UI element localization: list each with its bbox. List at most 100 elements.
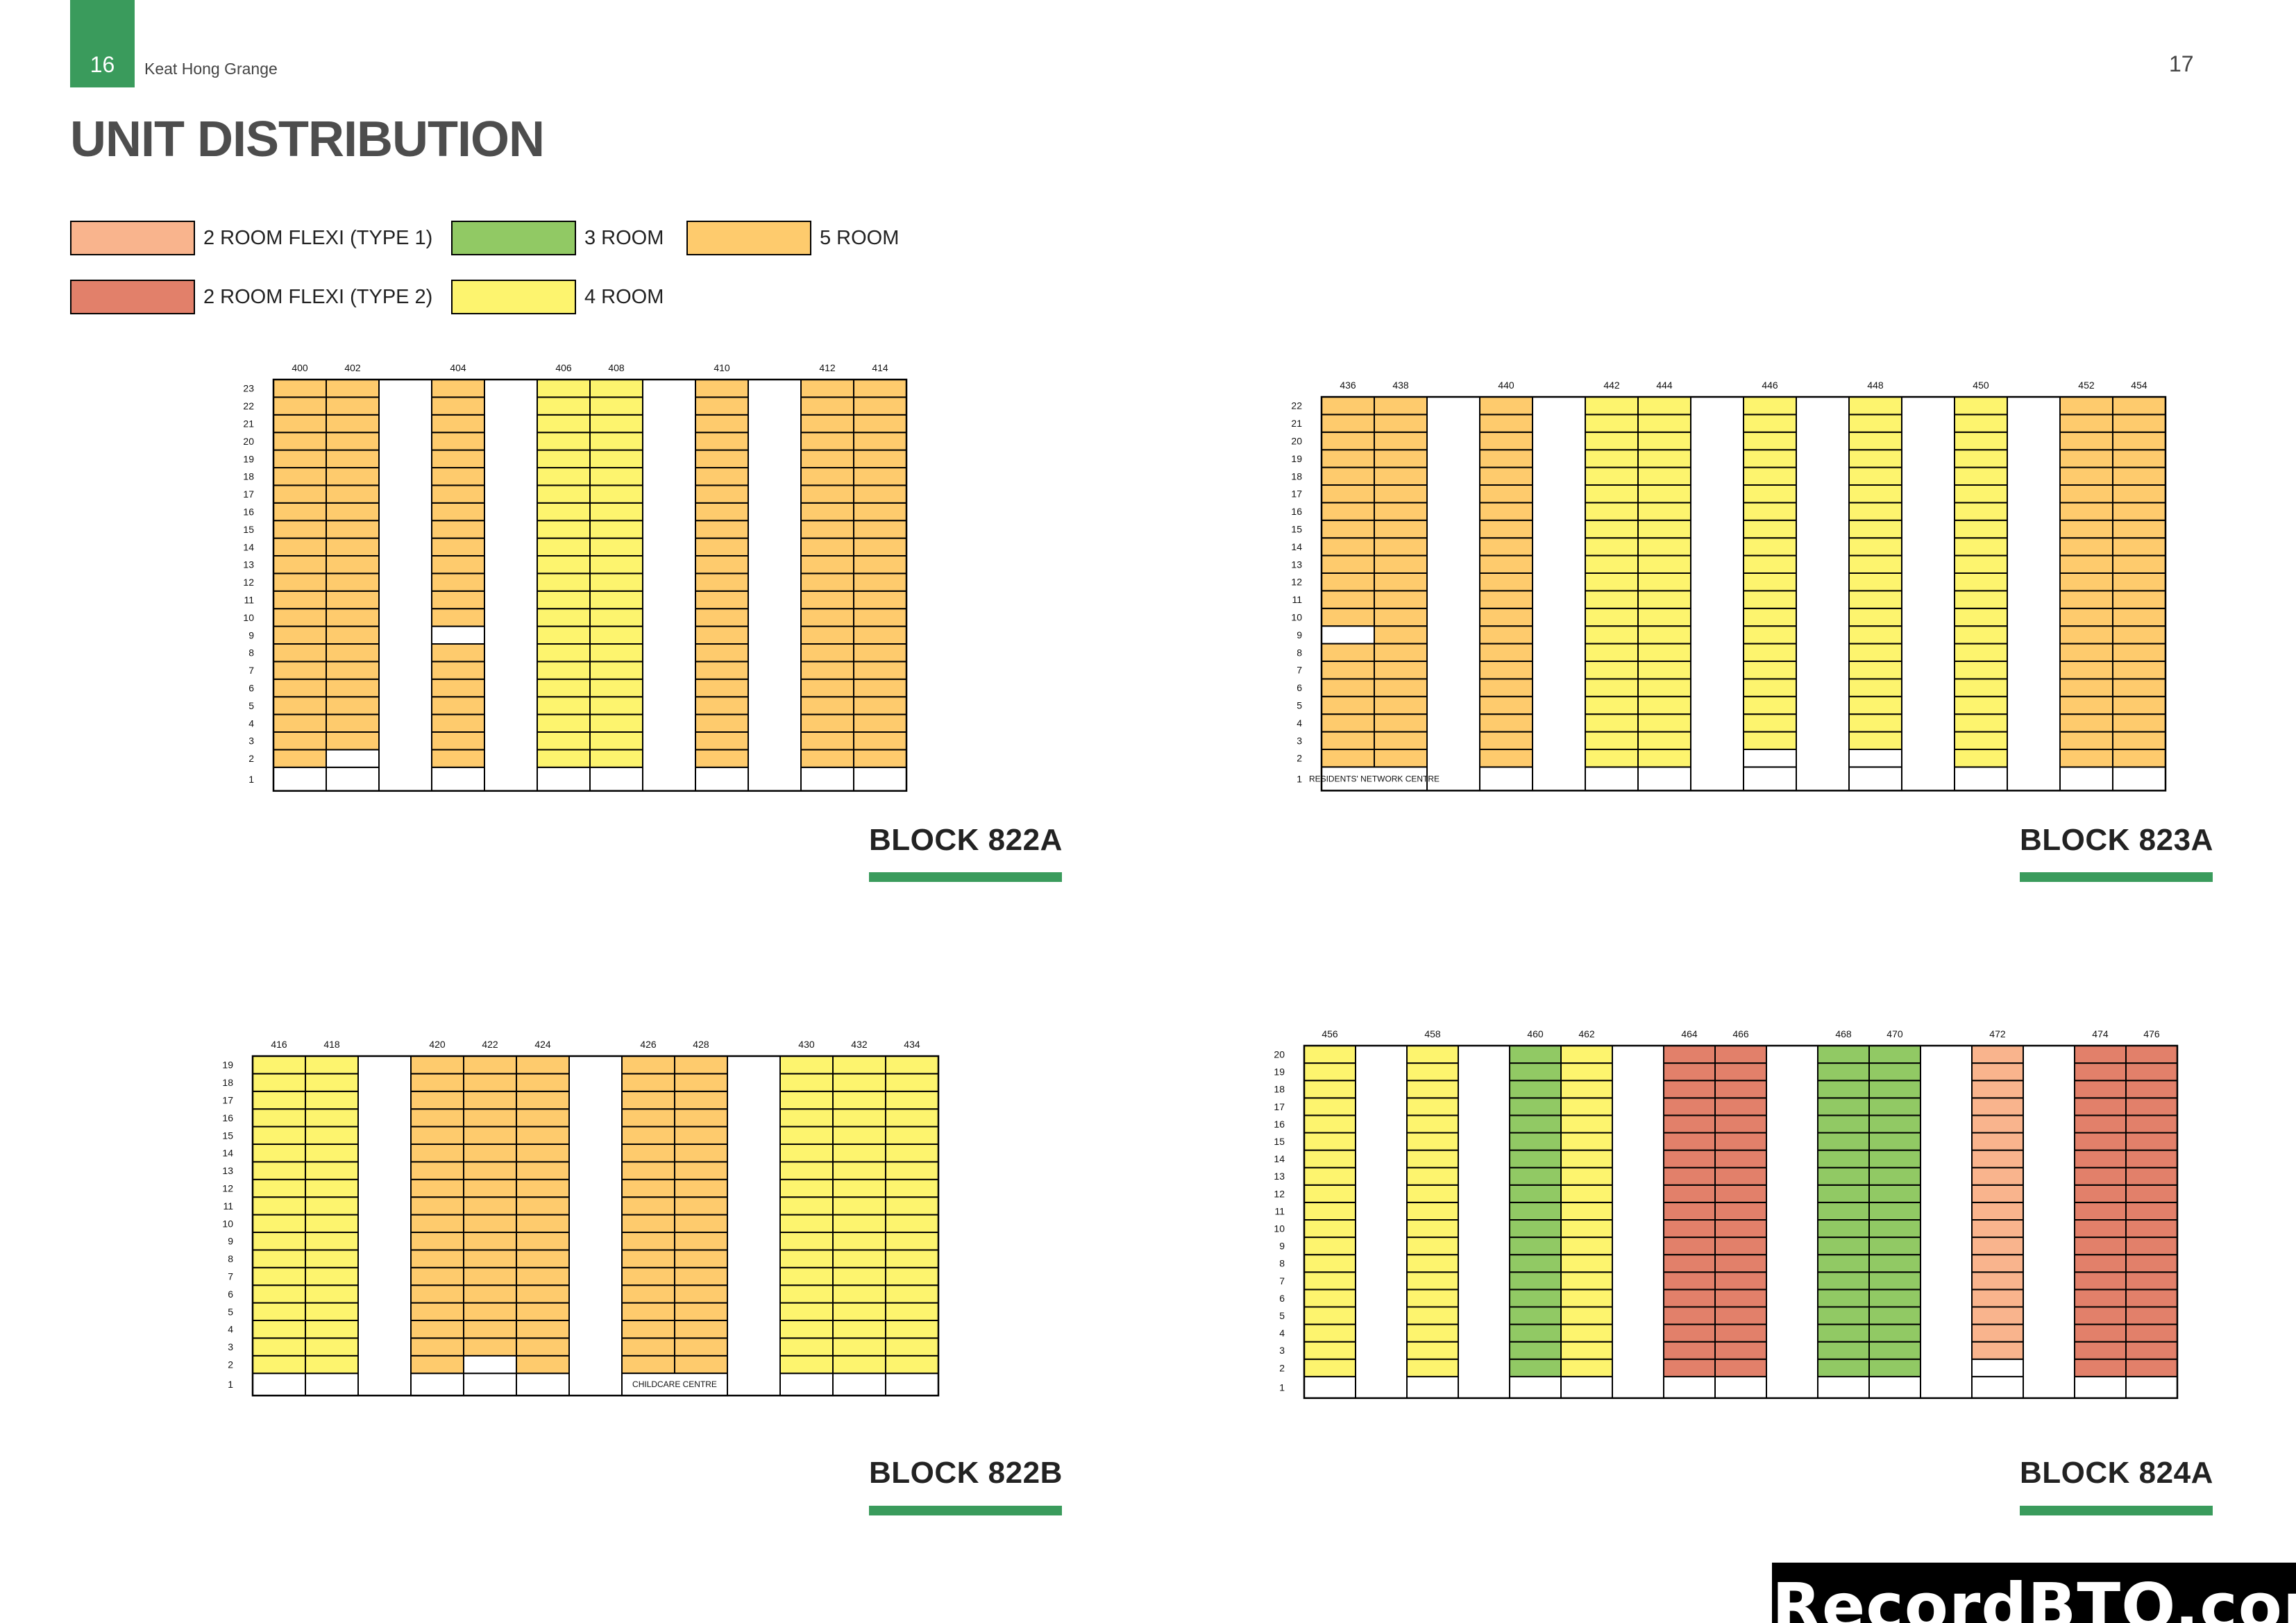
unit-cell (1637, 607, 1692, 627)
unit-cell (516, 1214, 571, 1233)
unit-cell (2111, 396, 2166, 416)
unit-cell (2073, 1289, 2127, 1308)
floor-number: 22 (243, 400, 254, 411)
unit-cell (1970, 1306, 2024, 1325)
unit-cell (832, 1337, 886, 1357)
unit-cell (1868, 1044, 1921, 1064)
unit-cell (1479, 643, 1534, 662)
unit-cell (326, 661, 380, 680)
grid-frame (272, 378, 908, 792)
unit-cell (884, 1073, 939, 1092)
unit-cell (537, 572, 591, 592)
unit-cell (779, 1284, 834, 1304)
unit-cell (884, 1143, 939, 1163)
unit-cell (2125, 1097, 2178, 1116)
unit-cell (1970, 1080, 2024, 1099)
unit-cell (852, 713, 907, 733)
unit-cell (1848, 396, 1902, 416)
unit-cell (1742, 607, 1797, 627)
unit-cell (1479, 713, 1534, 733)
unit-cell (1970, 1149, 2024, 1169)
unit-cell (1868, 1097, 1921, 1116)
unit-cell (305, 1231, 360, 1251)
unit-cell (2073, 1062, 2127, 1082)
unit-cell (1303, 1166, 1357, 1186)
unit-cell (1374, 695, 1428, 715)
unit-cell (1970, 1289, 2024, 1308)
floor-number: 9 (1279, 1241, 1285, 1252)
unit-cell (1479, 554, 1534, 574)
unit-cell-empty (1585, 766, 1639, 792)
unit-cell (1848, 519, 1902, 539)
floor-number: 15 (1274, 1136, 1285, 1147)
unit-cell (2125, 1184, 2178, 1203)
unit-cell (1406, 1184, 1460, 1203)
floor-number: 17 (1274, 1101, 1285, 1112)
unit-cell (1663, 1289, 1716, 1308)
unit-cell (1742, 466, 1797, 486)
document-title: Keat Hong Grange (144, 60, 278, 78)
unit-cell (463, 1249, 518, 1268)
unit-cell (1479, 519, 1534, 539)
unit-cell (1848, 731, 1902, 750)
floor-number: 18 (243, 471, 254, 482)
unit-cell (1560, 1044, 1614, 1064)
unit-cell (273, 554, 328, 575)
unit-cell (779, 1249, 834, 1268)
unit-cell (621, 1125, 675, 1145)
unit-cell (1953, 643, 2008, 662)
unit-cell (852, 396, 907, 416)
unit-cell (410, 1196, 465, 1216)
unit-cell (1303, 1341, 1357, 1360)
unit-cell (1970, 1044, 2024, 1064)
unit-cell (1868, 1358, 1921, 1377)
unit-cell (2059, 537, 2113, 556)
floor-number: 16 (222, 1112, 233, 1123)
unit-cell (1714, 1080, 1767, 1099)
floor-number: 6 (1297, 682, 1302, 693)
unit-cell (1406, 1062, 1460, 1082)
unit-cell (410, 1249, 465, 1268)
unit-cell (2059, 678, 2113, 697)
unit-cell (2125, 1218, 2178, 1239)
unit-number-header: 440 (1498, 380, 1514, 391)
unit-cell (305, 1178, 360, 1198)
unit-cell (2125, 1358, 2178, 1377)
unit-cell (273, 396, 328, 416)
unit-cell (852, 643, 907, 663)
unit-cell (1509, 1218, 1562, 1239)
legend-item-2room-flexi-type1: 2 ROOM FLEXI (TYPE 1) (70, 220, 432, 256)
unit-cell (305, 1055, 360, 1075)
unit-number-header: 422 (482, 1039, 498, 1050)
floor-number: 14 (1274, 1153, 1285, 1164)
unit-cell (463, 1284, 518, 1304)
unit-cell (1714, 1062, 1767, 1082)
unit-cell (410, 1302, 465, 1321)
unit-cell (589, 449, 643, 468)
floor-number: 13 (222, 1165, 233, 1176)
unit-cell (1303, 1080, 1357, 1099)
floor-number: 12 (1291, 577, 1302, 588)
unit-number-header: 404 (450, 362, 466, 373)
unit-cell (537, 502, 591, 522)
floor-number: 3 (248, 736, 254, 747)
unit-number-header: 434 (904, 1039, 920, 1050)
unit-cell (463, 1125, 518, 1145)
unit-cell (1303, 1218, 1357, 1239)
unit-cell (537, 608, 591, 627)
unit-cell (273, 449, 328, 468)
floor-number: 7 (228, 1271, 233, 1282)
unit-cell (410, 1161, 465, 1180)
unit-cell (779, 1231, 834, 1251)
floor-number: 11 (223, 1200, 233, 1212)
unit-cell (252, 1231, 307, 1251)
unit-cell (516, 1090, 571, 1110)
unit-cell (1816, 1201, 1870, 1221)
unit-cell (1742, 396, 1797, 416)
unit-cell (1374, 554, 1428, 574)
unit-cell (1663, 1044, 1716, 1064)
unit-cell (673, 1354, 728, 1375)
unit-cell (463, 1266, 518, 1286)
unit-cell (1585, 713, 1639, 733)
unit-cell (537, 484, 591, 504)
